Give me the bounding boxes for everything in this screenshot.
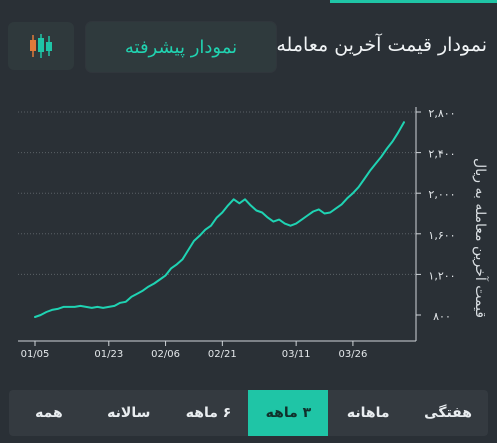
price-line-chart: ۸۰۰ ۱,۲۰۰ ۱,۶۰۰ ۲,۰۰۰ ۲,۴۰۰ ۲,۸۰۰ 01/05 01/23 02… xyxy=(18,107,456,360)
chart-header: نمودار قیمت آخرین معامله نمودار پیشرفته xyxy=(0,0,497,88)
tab-3-month[interactable]: ۳ ماهه xyxy=(248,390,329,436)
advanced-chart-button[interactable]: نمودار پیشرفته xyxy=(86,22,276,72)
x-tick-label: 01/23 xyxy=(94,349,123,360)
x-tick-label: 02/06 xyxy=(151,349,180,360)
y-tick-label: ۱,۲۰۰ xyxy=(428,269,455,282)
candlestick-button[interactable] xyxy=(8,22,74,70)
x-tick-label: 02/21 xyxy=(208,349,237,360)
y-tick-label: ۲,۸۰۰ xyxy=(428,107,455,120)
chart-title: نمودار قیمت آخرین معامله xyxy=(276,34,487,56)
y-tick-label: ۱,۶۰۰ xyxy=(428,229,455,242)
tab-all[interactable]: همه xyxy=(35,405,63,421)
y-tick-label: ۸۰۰ xyxy=(433,310,451,323)
tab-yearly[interactable]: سالانه xyxy=(107,405,151,421)
y-tick-label: ۲,۴۰۰ xyxy=(428,148,455,161)
y-tick-label: ۲,۰۰۰ xyxy=(428,188,455,201)
tab-monthly[interactable]: ماهانه xyxy=(346,405,390,421)
top-accent-bar xyxy=(330,0,497,3)
price-series-line xyxy=(34,121,405,318)
y-axis-label: قیمت آخرین معامله به ریال xyxy=(472,157,488,318)
x-tick-label: 03/11 xyxy=(282,349,311,360)
candlestick-icon xyxy=(30,34,52,58)
y-axis-label-wrap: قیمت آخرین معامله به ریال xyxy=(467,130,493,345)
range-tabs: همه سالانه ۶ ماهه ۳ ماهه ماهانه هفتگی xyxy=(9,390,488,436)
tab-6-month[interactable]: ۶ ماهه xyxy=(185,405,232,421)
tab-weekly[interactable]: هفتگی xyxy=(424,405,472,421)
x-tick-label: 01/05 xyxy=(21,349,50,360)
x-tick-label: 03/26 xyxy=(338,349,367,360)
